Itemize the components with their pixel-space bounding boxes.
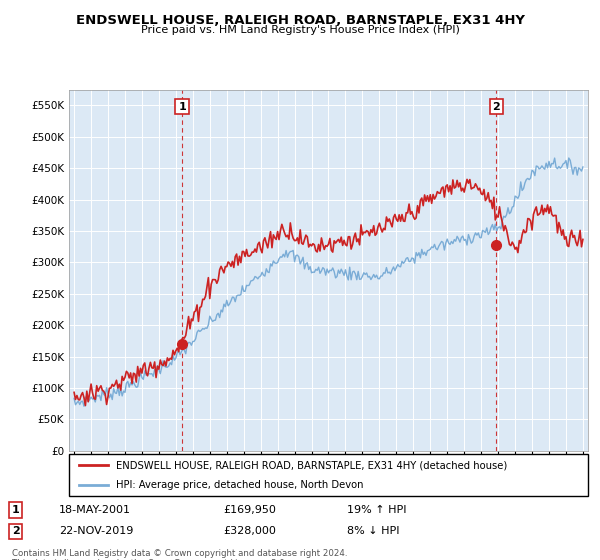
Text: 2: 2: [12, 526, 20, 536]
Text: £328,000: £328,000: [224, 526, 277, 536]
FancyBboxPatch shape: [69, 454, 588, 496]
Text: HPI: Average price, detached house, North Devon: HPI: Average price, detached house, Nort…: [116, 480, 363, 490]
Text: 2: 2: [493, 101, 500, 111]
Text: 19% ↑ HPI: 19% ↑ HPI: [347, 505, 407, 515]
Text: 1: 1: [178, 101, 186, 111]
Text: Contains HM Land Registry data © Crown copyright and database right 2024.
This d: Contains HM Land Registry data © Crown c…: [12, 549, 347, 560]
Text: 8% ↓ HPI: 8% ↓ HPI: [347, 526, 400, 536]
Text: 18-MAY-2001: 18-MAY-2001: [59, 505, 131, 515]
Text: ENDSWELL HOUSE, RALEIGH ROAD, BARNSTAPLE, EX31 4HY: ENDSWELL HOUSE, RALEIGH ROAD, BARNSTAPLE…: [76, 14, 524, 27]
Text: ENDSWELL HOUSE, RALEIGH ROAD, BARNSTAPLE, EX31 4HY (detached house): ENDSWELL HOUSE, RALEIGH ROAD, BARNSTAPLE…: [116, 460, 507, 470]
Text: Price paid vs. HM Land Registry's House Price Index (HPI): Price paid vs. HM Land Registry's House …: [140, 25, 460, 35]
Text: 22-NOV-2019: 22-NOV-2019: [59, 526, 133, 536]
Text: £169,950: £169,950: [224, 505, 277, 515]
Text: 1: 1: [12, 505, 20, 515]
